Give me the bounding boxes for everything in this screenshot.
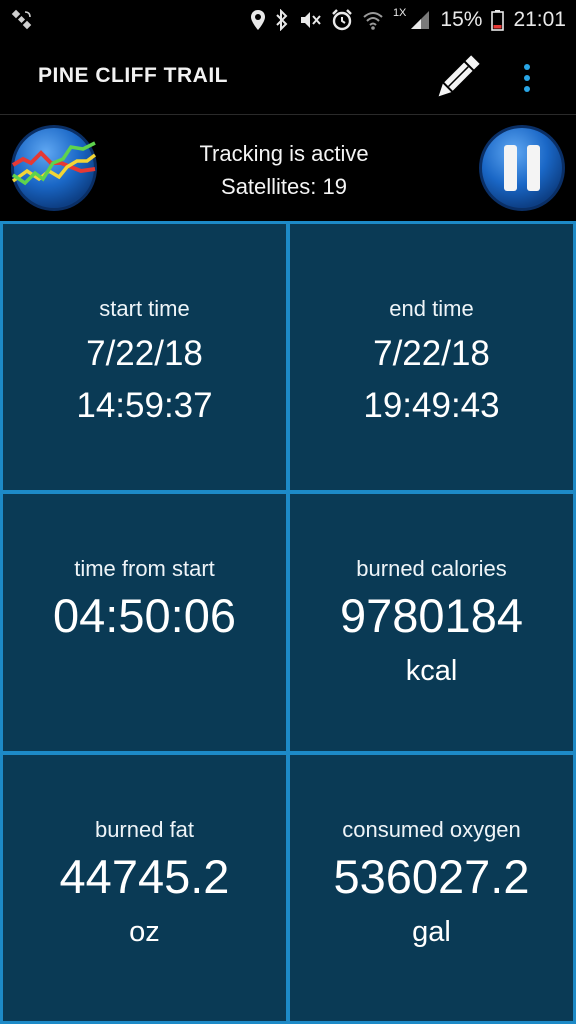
time-from-start-tile: time from start 04:50:06 (3, 494, 286, 751)
page-title: PINE CLIFF TRAIL (38, 64, 228, 87)
battery-percent: 15% (440, 8, 483, 31)
clock: 21:01 (513, 8, 566, 31)
burned-calories-value: 9780184 (340, 589, 523, 642)
start-time-clock: 14:59:37 (76, 386, 213, 425)
status-bar: 1X 15% 21:01 (0, 0, 576, 40)
more-vertical-icon (524, 64, 530, 92)
end-time-label: end time (389, 296, 474, 321)
edit-button[interactable] (432, 54, 482, 102)
start-time-label: start time (99, 296, 190, 321)
satellite-icon (10, 8, 34, 32)
location-icon (250, 9, 266, 31)
wifi-icon (362, 9, 384, 31)
end-time-date: 7/22/18 (373, 334, 490, 373)
tracking-status: Tracking is active Satellites: 19 (130, 137, 438, 203)
burned-fat-label: burned fat (94, 817, 195, 842)
signal-icon (409, 9, 431, 31)
pause-icon (479, 125, 565, 211)
burned-calories-label: burned calories (356, 556, 507, 581)
alarm-icon (331, 9, 353, 31)
stats-grid: start time 7/22/18 14:59:37 end time 7/2… (0, 221, 576, 1024)
tracking-panel: Tracking is active Satellites: 19 (0, 115, 576, 221)
burned-calories-tile: burned calories 9780184 kcal (290, 494, 573, 751)
consumed-oxygen-unit: gal (412, 916, 451, 948)
burned-fat-tile: burned fat 44745.2 oz (3, 755, 286, 1021)
satellites-count: Satellites: 19 (221, 174, 347, 199)
time-from-start-label: time from start (74, 556, 215, 581)
app-bar: PINE CLIFF TRAIL (0, 40, 576, 115)
consumed-oxygen-label: consumed oxygen (342, 817, 521, 842)
end-time-tile: end time 7/22/18 19:49:43 (290, 224, 573, 490)
tracking-status-text: Tracking is active (199, 141, 369, 166)
burned-calories-unit: kcal (405, 655, 458, 687)
chart-button[interactable] (9, 123, 99, 213)
start-time-date: 7/22/18 (86, 334, 203, 373)
start-time-tile: start time 7/22/18 14:59:37 (3, 224, 286, 490)
mute-vibrate-icon (298, 9, 322, 31)
consumed-oxygen-value: 536027.2 (333, 850, 530, 903)
network-type-label: 1X (392, 7, 407, 19)
more-options-button[interactable] (514, 58, 540, 98)
end-time-clock: 19:49:43 (363, 386, 500, 425)
battery-icon (491, 9, 505, 31)
burned-fat-value: 44745.2 (59, 850, 230, 903)
time-from-start-value: 04:50:06 (53, 589, 236, 642)
pause-button[interactable] (477, 123, 567, 213)
chart-lines-icon (11, 125, 97, 211)
bluetooth-icon (275, 9, 289, 31)
pencil-icon (438, 55, 480, 97)
burned-fat-unit: oz (129, 916, 160, 948)
consumed-oxygen-tile: consumed oxygen 536027.2 gal (290, 755, 573, 1021)
